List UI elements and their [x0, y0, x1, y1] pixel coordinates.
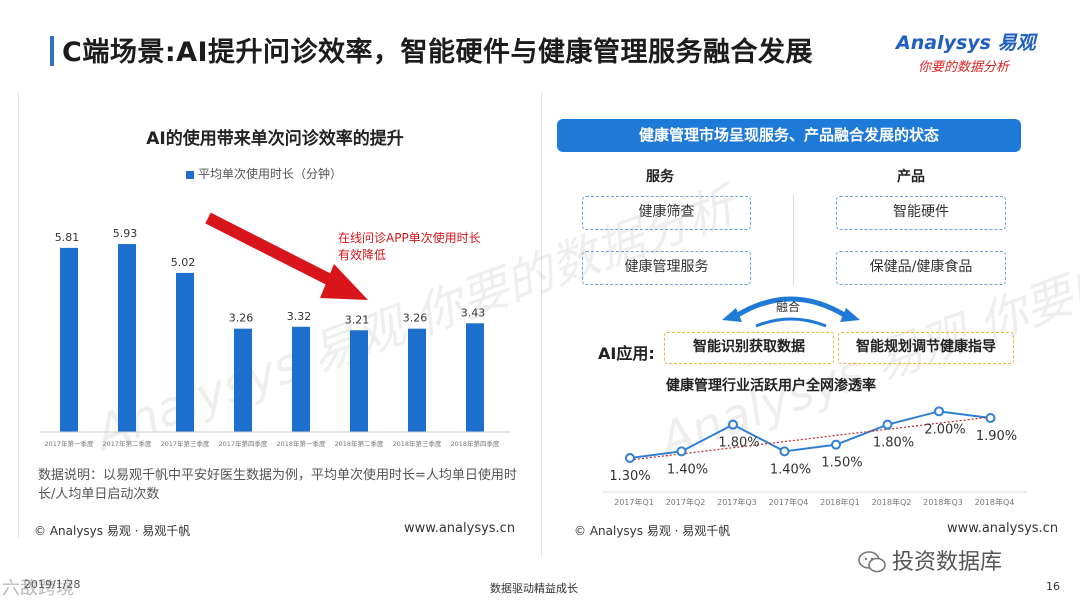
slide-date: 2019/1/28 [24, 578, 81, 591]
line-value-label: 1.90% [976, 429, 1017, 444]
wechat-name: 投资数据库 [892, 550, 1003, 575]
corner-watermark: 六敌跨境 [2, 578, 74, 599]
x-tick-label: 2017年Q1 [614, 497, 654, 507]
x-tick-label: 2018年第二季度 [334, 439, 384, 448]
legend-swatch [186, 170, 194, 179]
line-value-label: 1.80% [873, 436, 914, 451]
bar-value-label: 5.81 [55, 231, 80, 244]
line-point [831, 439, 841, 450]
line-value-label: 1.80% [718, 436, 759, 451]
page-number: 16 [1046, 580, 1060, 593]
middle-panel-divider [541, 92, 542, 558]
bar-value-label: 3.21 [345, 313, 370, 326]
legend-label: 平均单次使用时长（分钟） [198, 167, 343, 181]
x-tick-label: 2018年Q3 [923, 497, 963, 507]
merge-label: 融合 [776, 300, 801, 314]
product-heading: 产品 [897, 169, 925, 185]
penetration-line [629, 410, 991, 459]
x-tick-label: 2017年第二季度 [102, 439, 152, 448]
logo-main-text: Analysys 易观 [896, 32, 1036, 54]
bar-value-label: 5.93 [113, 227, 138, 240]
line-point [728, 419, 738, 430]
bar-value-label: 5.02 [171, 256, 196, 269]
trend-arrow-shaft [205, 212, 345, 292]
bar [176, 272, 194, 432]
right-banner: 健康管理市场呈现服务、产品融合发展的状态 [557, 119, 1021, 152]
x-tick-label: 2017年Q3 [717, 497, 757, 507]
line-point [779, 446, 790, 457]
line-value-label: 1.40% [770, 462, 811, 477]
x-tick-label: 2017年第三季度 [160, 439, 210, 448]
wechat-icon [858, 551, 886, 573]
ai-application-label: AI应用: [598, 344, 655, 363]
x-tick-label: 2018年Q4 [975, 497, 1015, 507]
product-item-supplements: 保健品/健康食品 [836, 251, 1006, 285]
bar-chart-legend: 平均单次使用时长（分钟） [186, 165, 342, 182]
line-point [882, 419, 893, 430]
line-point [985, 413, 996, 423]
trend-arrow-head [320, 264, 368, 300]
bar [408, 328, 426, 432]
trend-annotation: 在线问诊APP单次使用时长有效降低 [338, 231, 481, 262]
line-point [934, 406, 944, 417]
column-divider [793, 195, 794, 285]
logo-sub-text: 你要的数据分析 [918, 60, 1010, 75]
bar [234, 328, 252, 432]
product-item-hardware: 智能硬件 [836, 196, 1006, 230]
x-tick-label: 2018年Q1 [820, 497, 860, 507]
left-copyright: © Analysys 易观 · 易观千帆 [34, 524, 191, 538]
bar [60, 247, 78, 432]
right-copyright: © Analysys 易观 · 易观千帆 [574, 524, 731, 538]
line-point [625, 453, 635, 463]
line-chart-title: 健康管理行业活跃用户全网渗透率 [666, 378, 876, 394]
bar-chart-title: AI的使用带来单次问诊效率的提升 [146, 129, 404, 149]
service-item-screening: 健康筛查 [582, 196, 751, 230]
bar [118, 244, 136, 432]
bar [466, 323, 484, 432]
title-accent-bar [50, 36, 54, 66]
x-tick-label: 2018年第四季度 [450, 439, 500, 448]
left-url: www.analysys.cn [404, 521, 516, 536]
trend-line [629, 416, 991, 461]
service-heading: 服务 [646, 169, 674, 185]
bar-value-label: 3.43 [461, 306, 486, 319]
line-value-label: 1.50% [821, 456, 862, 471]
line-point [676, 446, 687, 457]
merge-arrows-icon [722, 296, 860, 328]
ai-item-recognition: 智能识别获取数据 [664, 332, 834, 364]
x-tick-label: 2018年第三季度 [392, 439, 442, 448]
bar-value-label: 3.26 [403, 312, 428, 325]
line-value-label: 2.00% [924, 422, 965, 437]
service-item-management: 健康管理服务 [582, 251, 751, 285]
line-value-label: 1.30% [609, 469, 650, 484]
bar [292, 326, 310, 432]
x-tick-label: 2017年Q2 [666, 497, 706, 507]
right-url: www.analysys.cn [947, 521, 1059, 536]
slide-tagline: 数据驱动精益成长 [490, 582, 578, 595]
analysys-logo: Analysys 易观 你要的数据分析 [896, 24, 1056, 84]
line-chart: 1.30% 2017年Q1 1.40% 2017年Q2 1.80% 2017年Q3 1.40… [602, 406, 1027, 507]
bar [350, 330, 368, 432]
x-tick-label: 2017年第一季度 [44, 439, 94, 448]
bar-value-label: 3.32 [287, 310, 312, 323]
x-tick-label: 2017年第四季度 [218, 439, 268, 448]
x-tick-label: 2017年Q4 [769, 497, 809, 507]
x-tick-label: 2018年第一季度 [276, 439, 326, 448]
bar-value-label: 3.26 [229, 312, 254, 325]
ai-item-planning: 智能规划调节健康指导 [838, 332, 1014, 364]
page-title: C端场景:AI提升问诊效率，智能硬件与健康管理服务融合发展 [62, 37, 814, 68]
left-panel-border [18, 92, 19, 538]
bar-chart: 5.81 2017年第一季度 5.93 2017年第二季度 5.02 2017年第三季度 3… [40, 212, 510, 448]
wechat-account: 投资数据库 [858, 544, 1002, 576]
line-value-label: 1.40% [667, 462, 708, 477]
x-tick-label: 2018年Q2 [872, 497, 912, 507]
data-note: 数据说明：以易观千帆中平安好医生数据为例，平均单次使用时长=人均单日使用时长/人… [38, 468, 517, 502]
